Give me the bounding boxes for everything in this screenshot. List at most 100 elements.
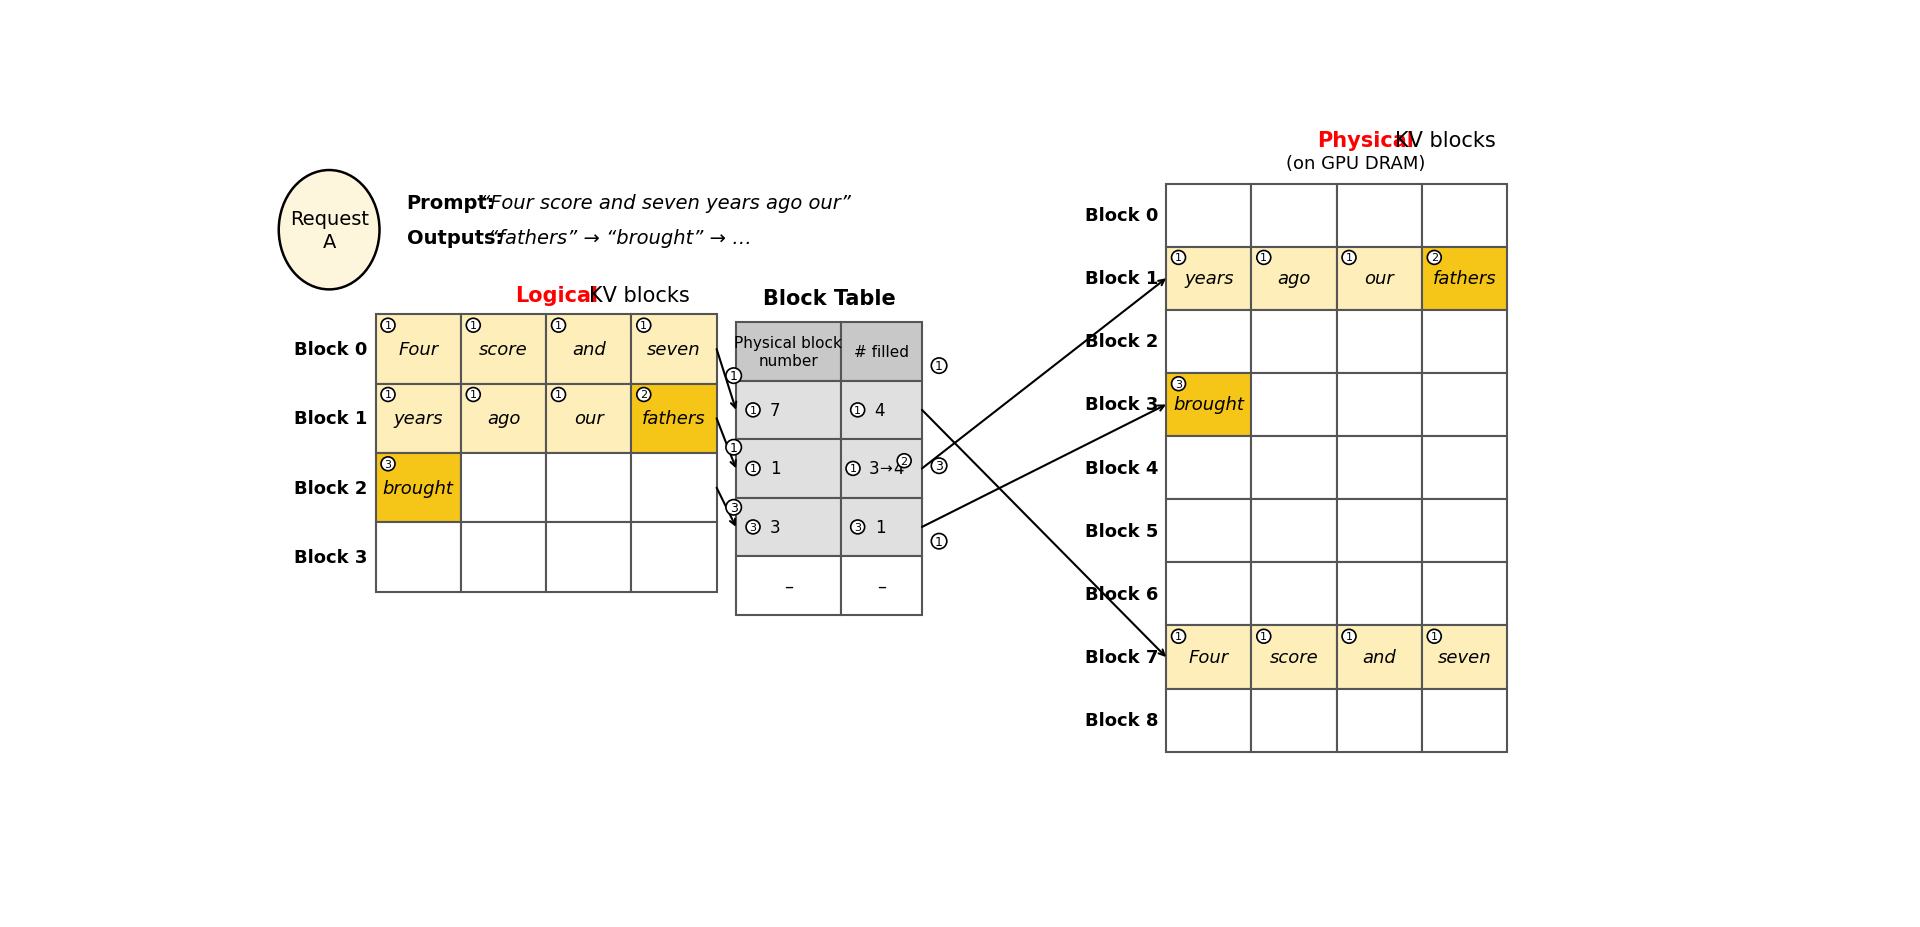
Text: 1: 1 — [849, 464, 856, 474]
Bar — [461, 523, 545, 592]
Circle shape — [380, 319, 396, 333]
Text: ago: ago — [1277, 270, 1311, 288]
Circle shape — [747, 520, 760, 534]
Circle shape — [726, 440, 741, 455]
Text: our: our — [574, 410, 603, 428]
Circle shape — [726, 369, 741, 384]
Bar — [1336, 311, 1423, 374]
Bar — [841, 439, 922, 498]
Text: Block 7: Block 7 — [1085, 648, 1158, 667]
Text: 3: 3 — [770, 518, 781, 537]
Text: KV blocks: KV blocks — [1394, 131, 1496, 150]
Text: Request: Request — [290, 210, 369, 228]
Bar — [1423, 374, 1507, 437]
Text: 2: 2 — [639, 390, 647, 400]
Bar — [1423, 248, 1507, 311]
Bar — [841, 498, 922, 556]
Text: 1: 1 — [384, 321, 392, 331]
Text: 1: 1 — [749, 405, 756, 415]
Text: Block 4: Block 4 — [1085, 459, 1158, 477]
Circle shape — [380, 388, 396, 402]
Bar — [1165, 626, 1252, 689]
Text: score: score — [1269, 648, 1319, 667]
Text: 7: 7 — [770, 401, 781, 419]
Bar — [632, 385, 716, 453]
Text: Outputs:: Outputs: — [407, 229, 503, 248]
Text: Prompt:: Prompt: — [407, 194, 495, 213]
Circle shape — [726, 500, 741, 515]
Bar — [1423, 563, 1507, 626]
Text: score: score — [480, 341, 528, 359]
Text: brought: brought — [382, 479, 453, 497]
Text: 1: 1 — [639, 321, 647, 331]
Text: 3: 3 — [935, 460, 943, 473]
Circle shape — [1171, 629, 1185, 643]
Text: 1: 1 — [470, 390, 476, 400]
Bar — [1336, 626, 1423, 689]
Bar — [1165, 374, 1252, 437]
Text: 1: 1 — [935, 535, 943, 548]
Text: 1: 1 — [1175, 253, 1183, 263]
Text: 3: 3 — [384, 459, 392, 469]
Circle shape — [1171, 251, 1185, 265]
Text: fathers: fathers — [641, 410, 707, 428]
Text: 1: 1 — [730, 370, 737, 383]
Bar — [1336, 437, 1423, 500]
Text: 1: 1 — [1346, 253, 1352, 263]
Bar — [545, 385, 632, 453]
Bar — [376, 315, 461, 385]
Bar — [1336, 184, 1423, 248]
Bar — [735, 439, 841, 498]
Bar — [1336, 689, 1423, 752]
Text: 1: 1 — [555, 390, 563, 400]
Text: Block 1: Block 1 — [1085, 270, 1158, 288]
Circle shape — [897, 454, 912, 468]
Bar — [1252, 563, 1336, 626]
Circle shape — [637, 319, 651, 333]
Text: and: and — [1363, 648, 1396, 667]
Text: fathers: fathers — [1432, 270, 1496, 288]
Bar — [545, 315, 632, 385]
Text: 1: 1 — [935, 360, 943, 373]
Text: years: years — [1185, 270, 1233, 288]
Bar — [632, 453, 716, 523]
Text: (on GPU DRAM): (on GPU DRAM) — [1286, 155, 1427, 172]
Bar — [1165, 311, 1252, 374]
Bar — [1165, 500, 1252, 563]
Text: 4: 4 — [893, 460, 904, 478]
Bar — [1423, 689, 1507, 752]
Circle shape — [1427, 251, 1442, 265]
Bar — [1252, 374, 1336, 437]
Bar — [1336, 500, 1423, 563]
Bar — [1252, 184, 1336, 248]
Bar — [841, 323, 922, 381]
Circle shape — [551, 319, 566, 333]
Circle shape — [467, 319, 480, 333]
Circle shape — [931, 459, 947, 474]
Bar — [1165, 248, 1252, 311]
Bar — [1336, 374, 1423, 437]
Bar — [1165, 437, 1252, 500]
Text: seven: seven — [1438, 648, 1492, 667]
Text: “Four score and seven years ago our”: “Four score and seven years ago our” — [480, 194, 851, 213]
Text: 1: 1 — [770, 460, 781, 478]
Circle shape — [1427, 629, 1442, 643]
Text: 1: 1 — [854, 405, 862, 415]
Bar — [632, 523, 716, 592]
Bar — [1252, 311, 1336, 374]
Circle shape — [637, 388, 651, 402]
Circle shape — [851, 403, 864, 417]
Circle shape — [1342, 629, 1356, 643]
Bar — [1252, 248, 1336, 311]
Text: 1: 1 — [470, 321, 476, 331]
Bar — [376, 453, 461, 523]
Text: “fathers” → “brought” → …: “fathers” → “brought” → … — [488, 229, 753, 248]
Bar — [735, 381, 841, 439]
Bar — [1165, 689, 1252, 752]
Text: 1: 1 — [1175, 631, 1183, 641]
Text: ago: ago — [488, 410, 520, 428]
Bar — [735, 498, 841, 556]
Bar — [461, 315, 545, 385]
Text: 1: 1 — [749, 464, 756, 474]
Text: Block 3: Block 3 — [1085, 396, 1158, 414]
